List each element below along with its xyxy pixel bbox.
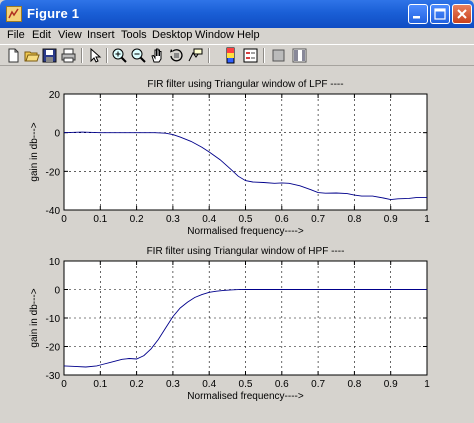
subplot-2: 0 0.1 0.2 0.3 0.4 0.5 0.6 0.7 0.8 0.9 1 10 0 -10 -20 -3… xyxy=(29,246,430,402)
x-axis-label: Normalised frequency----> xyxy=(187,391,304,402)
series-line xyxy=(63,131,427,201)
chart-title: FIR filter using Triangular window of HP… xyxy=(147,246,345,257)
figure-svg: 0 0.1 0.2 0.3 0.4 0.5 0.6 0.7 0.8 0.9 1 20 0 -20 -40 FI… xyxy=(29,79,430,402)
title-bar[interactable]: Figure 1 xyxy=(0,0,474,28)
x-tick-label: 1 xyxy=(424,379,430,390)
colorbar-button[interactable] xyxy=(222,47,239,64)
x-tick-label: 0.1 xyxy=(93,379,107,390)
plot-area xyxy=(63,93,428,211)
zoom-in-button[interactable] xyxy=(111,47,128,64)
x-axis-label: Normalised frequency----> xyxy=(187,226,304,237)
x-tick-label: 0 xyxy=(61,379,67,390)
x-tick-label: 0.7 xyxy=(311,379,325,390)
edit-plot-arrow-icon xyxy=(90,47,102,63)
menu-bar: File Edit View Insert Tools Desktop Wind… xyxy=(0,28,474,44)
y-tick-label: 0 xyxy=(54,286,60,297)
x-tick-label: 1 xyxy=(424,214,430,225)
subplot-1: 0 0.1 0.2 0.3 0.4 0.5 0.6 0.7 0.8 0.9 1 20 0 -20 -40 FI… xyxy=(29,79,430,237)
x-tick-label: 0.5 xyxy=(239,214,253,225)
hide-plot-tools-button[interactable] xyxy=(270,47,287,64)
rotate-3d-icon xyxy=(170,49,183,62)
figure-app-icon xyxy=(6,6,22,22)
menu-help[interactable]: Help xyxy=(237,29,260,41)
menu-insert[interactable]: Insert xyxy=(87,29,115,41)
open-file-icon xyxy=(24,51,40,62)
show-plot-tools-icon xyxy=(292,48,307,63)
legend-icon xyxy=(243,48,258,63)
x-tick-label: 0.6 xyxy=(275,214,289,225)
chart-title: FIR filter using Triangular window of LP… xyxy=(147,79,343,90)
edit-plot-button[interactable] xyxy=(86,47,103,64)
menu-window[interactable]: Window xyxy=(195,29,235,41)
menu-view[interactable]: View xyxy=(58,29,82,41)
zoom-out-icon xyxy=(131,48,146,63)
y-tick-label: -40 xyxy=(46,206,61,217)
y-tick-label: 0 xyxy=(54,129,60,140)
menu-tools[interactable]: Tools xyxy=(121,29,147,41)
x-tick-label: 0 xyxy=(61,214,67,225)
save-icon xyxy=(42,48,57,63)
x-tick-label: 0.9 xyxy=(384,379,398,390)
legend-button[interactable] xyxy=(242,47,259,64)
y-axis-label: gain in db---> xyxy=(29,288,40,347)
toolbar-separator xyxy=(263,48,265,63)
rotate-3d-button[interactable] xyxy=(168,47,185,64)
maximize-icon xyxy=(434,8,446,20)
show-plot-tools-button[interactable] xyxy=(291,47,308,64)
new-figure-button[interactable] xyxy=(5,47,22,64)
y-tick-label: -30 xyxy=(46,371,61,382)
figure-toolbar xyxy=(0,44,474,66)
figure-canvas[interactable]: 0 0.1 0.2 0.3 0.4 0.5 0.6 0.7 0.8 0.9 1 20 0 -20 -40 FI… xyxy=(0,67,474,418)
x-tick-label: 0.4 xyxy=(202,379,216,390)
minimize-button[interactable] xyxy=(408,4,428,24)
x-tick-label: 0.6 xyxy=(275,379,289,390)
menu-file[interactable]: File xyxy=(7,29,25,41)
menu-desktop[interactable]: Desktop xyxy=(152,29,193,41)
x-tick-label: 0.3 xyxy=(166,379,180,390)
window-title: Figure 1 xyxy=(27,6,80,21)
toolbar-separator xyxy=(208,48,210,63)
data-cursor-icon xyxy=(188,48,203,62)
open-file-button[interactable] xyxy=(23,47,40,64)
hide-plot-tools-icon xyxy=(272,49,285,62)
toolbar-separator xyxy=(81,48,83,63)
colorbar-icon xyxy=(226,47,235,64)
x-tick-label: 0.7 xyxy=(311,214,325,225)
close-button[interactable] xyxy=(452,4,472,24)
x-tick-label: 0.8 xyxy=(347,379,361,390)
data-cursor-button[interactable] xyxy=(187,47,204,64)
series-line xyxy=(63,289,427,368)
x-tick-label: 0.8 xyxy=(347,214,361,225)
x-tick-label: 0.5 xyxy=(239,379,253,390)
x-tick-label: 0.1 xyxy=(93,214,107,225)
new-figure-icon xyxy=(8,48,19,63)
x-tick-label: 0.4 xyxy=(202,214,216,225)
toolbar-separator xyxy=(106,48,108,63)
y-tick-label: 20 xyxy=(49,90,61,101)
x-tick-label: 0.9 xyxy=(384,214,398,225)
zoom-in-icon xyxy=(112,48,127,63)
y-tick-label: -20 xyxy=(46,343,61,354)
zoom-out-button[interactable] xyxy=(130,47,147,64)
print-icon xyxy=(61,48,76,63)
close-icon xyxy=(457,9,467,19)
y-axis-label: gain in db---> xyxy=(29,122,40,181)
pan-button[interactable] xyxy=(149,47,166,64)
pan-hand-icon xyxy=(151,48,162,63)
x-tick-label: 0.2 xyxy=(130,214,144,225)
save-button[interactable] xyxy=(41,47,58,64)
print-button[interactable] xyxy=(60,47,77,64)
x-tick-label: 0.3 xyxy=(166,214,180,225)
y-tick-label: 10 xyxy=(49,257,61,268)
y-tick-label: -20 xyxy=(46,167,61,178)
maximize-button[interactable] xyxy=(430,4,450,24)
y-tick-label: -10 xyxy=(46,314,61,325)
menu-edit[interactable]: Edit xyxy=(32,29,51,41)
minimize-icon xyxy=(413,16,420,19)
x-tick-label: 0.2 xyxy=(130,379,144,390)
